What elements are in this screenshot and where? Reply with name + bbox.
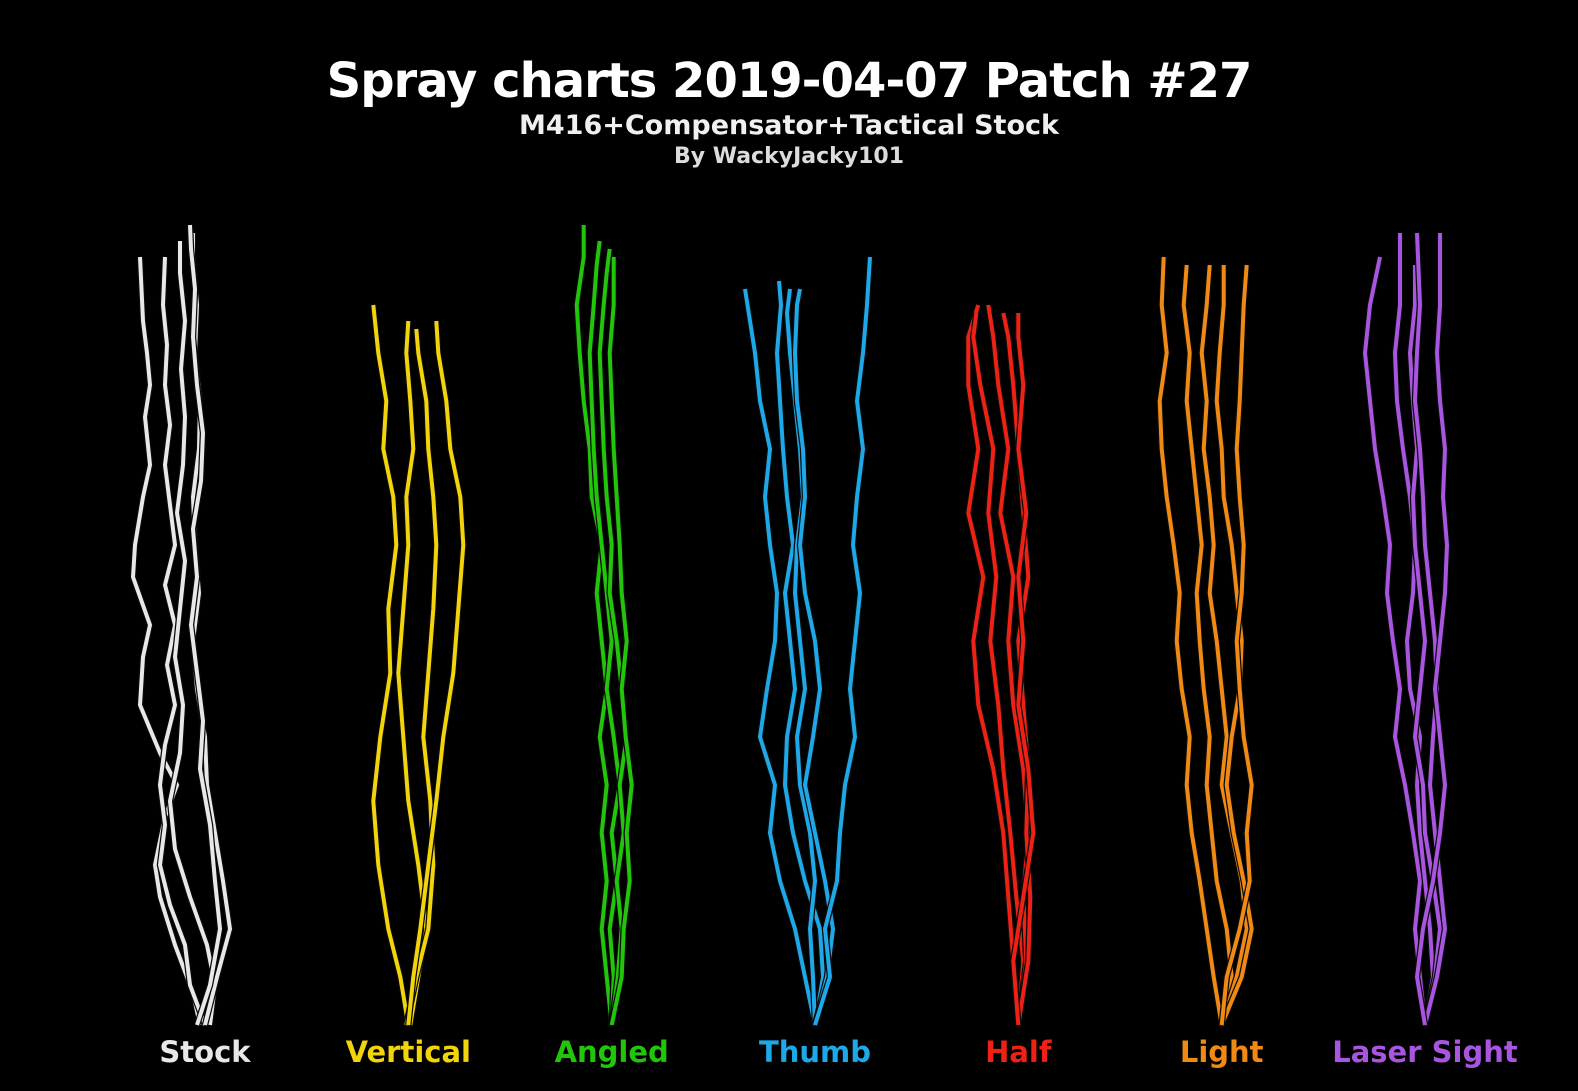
spray-trace [607,257,634,1026]
chart-title: Spray charts 2019-04-07 Patch #27 [326,53,1253,109]
spray-trace [574,225,614,1026]
spray-trace [966,304,1021,1026]
spray-trace [597,248,629,1026]
spray-group-stock: Stock [129,224,251,1069]
spray-trace [371,304,411,1026]
spray-trace [188,224,222,1026]
spray-trace [168,241,217,1026]
chart-author: By WackyJacky101 [673,144,905,169]
spray-group-half: Half [965,304,1052,1069]
spray-label: Light [1180,1035,1264,1069]
spray-trace [775,280,825,1026]
spray-trace [404,328,439,1026]
chart-subtitle: M416+Compensator+Tactical Stock [519,110,1059,141]
spray-trace [1413,232,1447,1026]
spray-group-vertical: Vertical [346,304,471,1069]
spray-trace-outline [189,233,234,1026]
spray-label: Thumb [759,1035,871,1069]
spray-trace [1219,264,1254,1026]
spray-trace [1415,233,1449,1026]
spray-label: Half [985,1035,1052,1069]
spray-trace [1001,312,1033,1026]
spray-group-angled: Angled [555,225,669,1069]
spray-trace-outline [573,225,615,1026]
spray-group-light: Light [1156,256,1264,1069]
spray-trace [1363,256,1427,1026]
spray-trace [1408,265,1442,1026]
spray-trace [743,288,817,1026]
spray-trace [813,256,872,1026]
spray-label: Stock [159,1035,251,1069]
spray-label: Angled [555,1035,669,1069]
spray-trace [1157,256,1224,1026]
chart-header: Spray charts 2019-04-07 Patch #27 M416+C… [0,52,1578,172]
spray-label: Vertical [346,1035,471,1069]
spray-trace [158,256,207,1026]
spray-trace [396,320,429,1026]
spray-trace [971,312,1026,1026]
spray-trace [131,256,202,1026]
spray-trace [1181,264,1234,1026]
spray-trace [793,288,835,1026]
spray-trace [1011,313,1036,1026]
spray-trace [406,320,466,1026]
spray-group-thumb: Thumb [741,256,874,1069]
spray-label: Laser Sight [1332,1035,1518,1069]
spray-group-laser-sight: Laser Sight [1332,232,1518,1069]
